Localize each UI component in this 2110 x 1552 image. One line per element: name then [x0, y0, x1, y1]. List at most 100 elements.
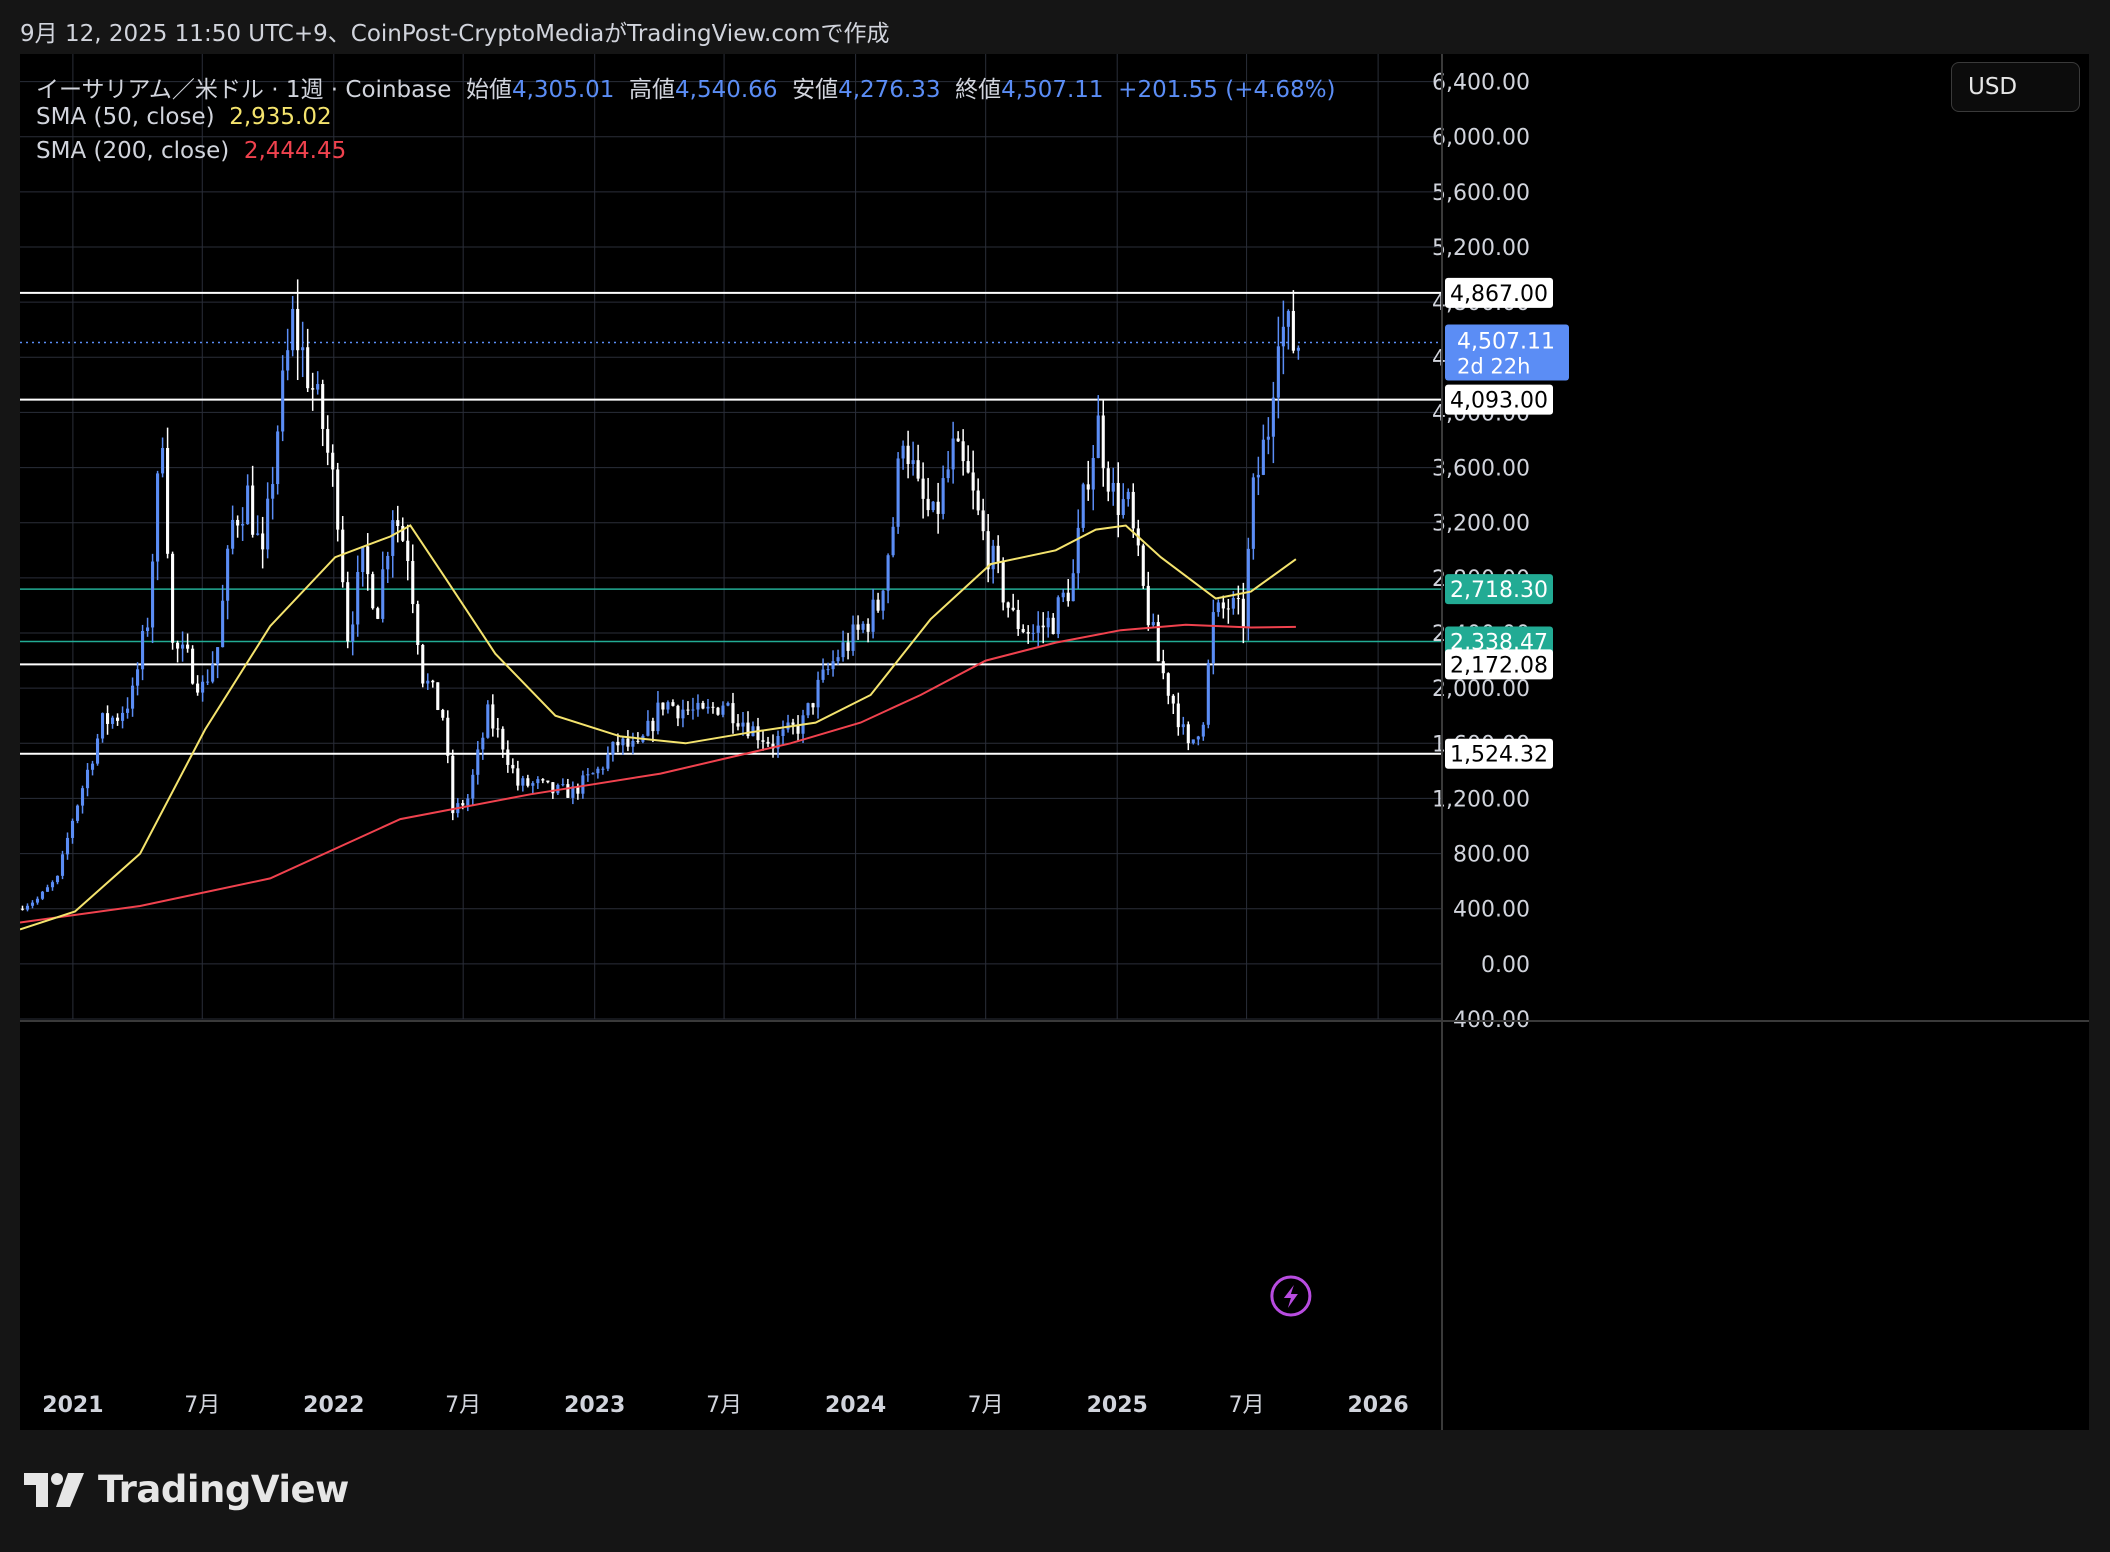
lightning-icon [1270, 1275, 1312, 1317]
candle-body [20, 908, 25, 910]
candle-body [1126, 491, 1130, 500]
y-tick-label: 800.00 [1453, 843, 1530, 868]
candle-body [1031, 632, 1035, 634]
candle-body [1286, 310, 1290, 327]
candle-body [201, 681, 205, 693]
candle-body [956, 438, 960, 442]
candle-body [981, 510, 985, 532]
candle-body [1276, 346, 1280, 398]
candle-body [656, 702, 660, 732]
candle-body [716, 707, 720, 715]
candle-body [781, 729, 785, 737]
y-tick-label: 1,200.00 [1432, 787, 1530, 812]
candle-body [141, 631, 145, 670]
y-tick-label: 6,000.00 [1432, 126, 1530, 151]
candle-body [85, 769, 90, 789]
candle-body [486, 704, 490, 738]
candle-body [631, 740, 635, 747]
legend-sma50[interactable]: SMA (50, close) 2,935.02 [36, 104, 332, 130]
candle-body [451, 755, 455, 814]
candle-body [661, 702, 665, 710]
candle-body [1016, 609, 1020, 630]
candle-body [811, 703, 815, 708]
candle-body [1151, 622, 1155, 626]
candle-body [226, 548, 230, 601]
candlestick-chart[interactable]: 6,400.006,000.005,600.005,200.004,800.00… [20, 54, 2089, 1430]
candle-body [65, 837, 70, 855]
candle-body [1021, 629, 1025, 633]
candle-body [1296, 347, 1300, 351]
candle-body [321, 384, 325, 429]
level-price-tag [1445, 649, 1553, 680]
lightning-icon-bolt [1283, 1285, 1298, 1308]
candle-body [1046, 617, 1050, 628]
candle-body [876, 599, 880, 611]
chart-area[interactable]: 6,400.006,000.005,600.005,200.004,800.00… [20, 54, 2089, 1430]
horizontal-levels [20, 291, 1441, 755]
candle-body [1101, 415, 1105, 469]
candle-body [326, 428, 330, 453]
candle-body [60, 854, 65, 876]
candle-body [441, 709, 445, 718]
level-price-tag [1445, 277, 1553, 308]
candle-body [136, 669, 140, 686]
grid-lines [20, 54, 1441, 1020]
candle-body [1261, 439, 1265, 475]
candle-body [1211, 612, 1215, 664]
symbol-label[interactable]: イーサリアム／米ドル · 1週 · Coinbase [36, 77, 452, 103]
sma200-value: 2,444.45 [243, 138, 347, 164]
x-tick-label: 2025 [1087, 1393, 1148, 1418]
candle-body [236, 519, 240, 526]
candle-body [496, 728, 500, 730]
candle-body [371, 574, 375, 609]
candle-body [596, 768, 600, 774]
candle-body [916, 460, 920, 479]
candle-body [976, 490, 980, 511]
candle-body [1111, 482, 1115, 492]
candle-body [591, 773, 595, 775]
legend-sma200[interactable]: SMA (200, close) 2,444.45 [36, 138, 346, 164]
candle-body [1181, 724, 1185, 728]
candle-body [571, 786, 575, 798]
candle-body [221, 600, 225, 648]
candle-body [581, 775, 585, 794]
candle-body [1281, 326, 1285, 347]
candle-body [115, 717, 120, 721]
tradingview-logo[interactable]: TradingView [24, 1468, 349, 1511]
candle-body [856, 624, 860, 630]
candle-body [361, 546, 365, 573]
candle-body [1011, 607, 1015, 610]
candle-body [286, 350, 290, 371]
candle-body [296, 308, 300, 351]
candle-body [1156, 622, 1160, 662]
x-tick-label: 7月 [445, 1393, 481, 1418]
candle-body [336, 469, 340, 530]
candle-body [1081, 484, 1085, 528]
level-price-tag [1445, 738, 1553, 769]
candle-body [105, 713, 110, 724]
candle-body [741, 722, 745, 727]
candle-body [316, 384, 320, 390]
sma50-label: SMA (50, close) [36, 104, 215, 130]
candle-body [50, 882, 55, 888]
candle-body [626, 738, 630, 747]
candle-body [796, 724, 800, 734]
candle-body [1071, 573, 1075, 602]
candle-body [231, 519, 235, 549]
level-price-label: 1,524.32 [1450, 743, 1548, 768]
candle-body [281, 370, 285, 432]
candle-body [151, 561, 155, 628]
candle-body [1216, 602, 1220, 613]
candle-body [401, 525, 405, 541]
candle-body [561, 784, 565, 786]
candle-body [966, 461, 970, 473]
y-tick-label: 3,200.00 [1432, 512, 1530, 537]
level-price-tag [1445, 626, 1553, 657]
candle-body [1051, 617, 1055, 635]
candle-body [696, 702, 700, 710]
candle-body [55, 875, 60, 883]
high-value: 4,540.66 [675, 77, 778, 103]
x-tick-label: 2023 [564, 1393, 625, 1418]
candle-body [381, 569, 385, 619]
currency-button[interactable]: USD [1951, 62, 2080, 112]
